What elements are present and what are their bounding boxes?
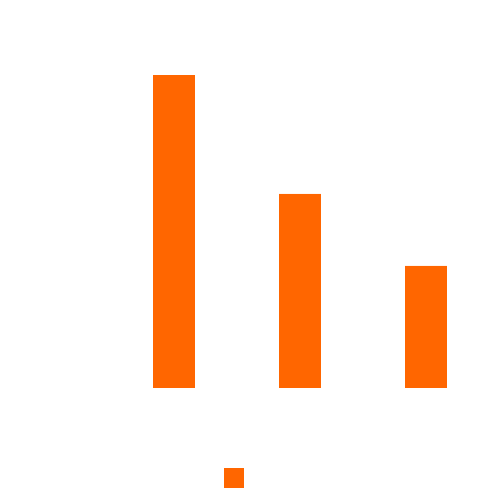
bar	[153, 75, 195, 388]
legend-swatch	[224, 468, 244, 488]
bar	[279, 193, 321, 388]
bar	[405, 265, 447, 388]
